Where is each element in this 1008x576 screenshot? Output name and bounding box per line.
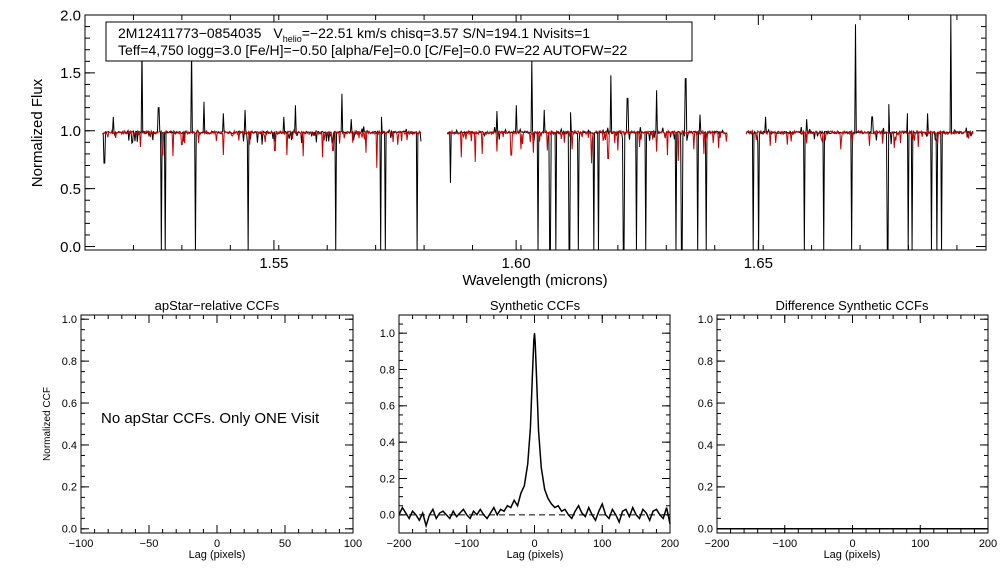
- apstar-ccf-y-tick-label: 0.8: [62, 356, 77, 368]
- vhelio-values: =−22.51 km/s chisq=3.57 S/N=194.1 Nvisit…: [302, 25, 591, 41]
- apstar-ccf-panel: −100 −50 0 50 100 0.0 0.2 0.4 0.6 0.8 1.0 apStar−r…: [42, 298, 362, 561]
- synthetic-ccf-y-tick-label: 0.4: [380, 437, 395, 449]
- synthetic-ccf-xlabel: Lag (pixels): [507, 549, 564, 561]
- difference-ccf-panel: −200 −100 0 100 200 0.0 0.2 0.4 0.6 0.8 1.0 Differ…: [698, 298, 997, 561]
- synthetic-ccf-x-tick-label: 200: [661, 538, 679, 550]
- no-ccf-message: No apStar CCFs. Only ONE Visit: [101, 410, 320, 427]
- apstar-ccf-x-tick-label: 100: [344, 538, 362, 550]
- info-box: 2M12411773−0854035 Vhelio=−22.51 km/s chi…: [105, 21, 693, 62]
- synthetic-ccf-y-tick-label: 0.0: [380, 510, 395, 522]
- spectrum-x-tick-label: 1.65: [744, 255, 773, 272]
- difference-ccf-y-tick-label: 0.0: [698, 524, 713, 536]
- synthetic-ccf-x-tick-label: 100: [593, 538, 611, 550]
- vhelio-symbol: V: [273, 25, 283, 41]
- difference-ccf-y-tick-label: 0.4: [698, 440, 713, 452]
- apstar-ccf-y-tick-label: 0.6: [62, 398, 77, 410]
- difference-ccf-xlabel: Lag (pixels): [824, 549, 881, 561]
- apstar-ccf-y-tick-label: 0.2: [62, 482, 77, 494]
- observed-spectrum-line: [102, 46, 422, 251]
- spectrum-data: [102, 14, 974, 251]
- spectrum-ticks: 1.55 1.60 1.65 0.0 0.5 1.0 1.5 2.0: [60, 7, 986, 272]
- difference-ccf-x-tick-label: 200: [979, 538, 997, 550]
- apstar-ccf-x-tick-label: 0: [214, 538, 220, 550]
- apstar-ccf-xlabel: Lag (pixels): [189, 549, 246, 561]
- apstar-ccf-y-tick-label: 1.0: [62, 314, 77, 326]
- apstar-ccf-ylabel: Normalized CCF: [42, 387, 53, 461]
- spectrum-frame: [84, 14, 987, 251]
- synthetic-ccf-line: [398, 333, 671, 529]
- info-box-frame: [105, 21, 693, 62]
- apstar-ccf-ticks: −100 −50 0 50 100 0.0 0.2 0.4 0.6 0.8 1.0: [62, 314, 362, 550]
- vhelio-subscript: helio: [283, 34, 302, 44]
- synthetic-ccf-y-tick-label: 0.2: [380, 473, 395, 485]
- difference-ccf-ticks: −200 −100 0 100 200 0.0 0.2 0.4 0.6 0.8 1.0: [698, 314, 997, 550]
- difference-ccf-x-tick-label: −200: [705, 538, 730, 550]
- synthetic-spectrum-line: [446, 128, 728, 164]
- synthetic-ccf-x-tick-label: 0: [531, 538, 537, 550]
- spectrum-panel: 1.55 1.60 1.65 0.0 0.5 1.0 1.5 2.0 Wavelength (…: [29, 7, 987, 289]
- spectrum-y-tick-label: 1.0: [60, 123, 81, 140]
- spectrum-xlabel: Wavelength (microns): [462, 272, 607, 289]
- synthetic-ccf-title: Synthetic CCFs: [490, 298, 581, 313]
- synthetic-ccf-y-tick-label: 0.6: [380, 401, 395, 413]
- spectrum-y-tick-label: 1.5: [60, 65, 81, 82]
- apstar-ccf-title: apStar−relative CCFs: [155, 298, 280, 313]
- difference-ccf-x-tick-label: 0: [849, 538, 855, 550]
- difference-ccf-y-tick-label: 1.0: [698, 314, 713, 326]
- spectrum-y-tick-label: 0.5: [60, 181, 81, 198]
- apstar-ccf-y-tick-label: 0.0: [62, 524, 77, 536]
- info-line-1: 2M12411773−0854035 Vhelio=−22.51 km/s chi…: [118, 25, 590, 44]
- spectrum-ylabel: Normalized Flux: [29, 78, 46, 187]
- spectrum-x-tick-label: 1.55: [259, 255, 288, 272]
- apstar-ccf-x-tick-label: 50: [279, 538, 291, 550]
- synthetic-ccf-y-tick-label: 1.0: [380, 328, 395, 340]
- synthetic-ccf-x-tick-label: −200: [387, 538, 412, 550]
- apstar-ccf-y-tick-label: 0.4: [62, 440, 77, 452]
- spectrum-y-tick-label: 0.0: [60, 239, 81, 256]
- observed-spectrum-line: [446, 58, 728, 251]
- difference-ccf-x-tick-label: 100: [911, 538, 929, 550]
- apstar-ccf-x-tick-label: −50: [140, 538, 159, 550]
- difference-ccf-title: Difference Synthetic CCFs: [776, 298, 929, 313]
- info-line-2: Teff=4,750 logg=3.0 [Fe/H]=−0.50 [alpha/…: [118, 42, 627, 58]
- star-id: 2M12411773−0854035: [118, 25, 262, 41]
- difference-ccf-frame: [716, 314, 989, 534]
- synthetic-ccf-data: [398, 333, 671, 529]
- difference-ccf-x-tick-label: −100: [772, 538, 797, 550]
- difference-ccf-y-tick-label: 0.2: [698, 482, 713, 494]
- synthetic-ccf-panel: −200 −100 0 100 200 0.0 0.2 0.4 0.6 0.8 1.0 Synthe…: [380, 298, 679, 561]
- synthetic-spectrum-line: [745, 128, 974, 150]
- spectrum-y-tick-label: 2.0: [60, 7, 81, 24]
- synthetic-ccf-y-tick-label: 0.8: [380, 364, 395, 376]
- difference-ccf-y-tick-label: 0.6: [698, 398, 713, 410]
- synthetic-ccf-x-tick-label: −100: [454, 538, 479, 550]
- synthetic-ccf-frame: [398, 314, 671, 534]
- difference-ccf-y-tick-label: 0.8: [698, 356, 713, 368]
- spectrum-x-tick-label: 1.60: [502, 255, 531, 272]
- synthetic-spectrum-line: [102, 128, 422, 168]
- apstar-ccf-x-tick-label: −100: [69, 538, 94, 550]
- synthetic-ccf-ticks: −200 −100 0 100 200 0.0 0.2 0.4 0.6 0.8 1.0: [380, 314, 679, 550]
